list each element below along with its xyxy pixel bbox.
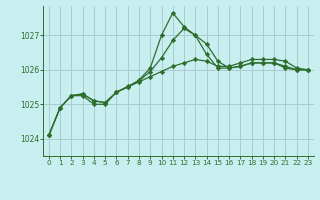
Text: Graphe pression niveau de la mer (hPa): Graphe pression niveau de la mer (hPa) bbox=[59, 184, 261, 193]
